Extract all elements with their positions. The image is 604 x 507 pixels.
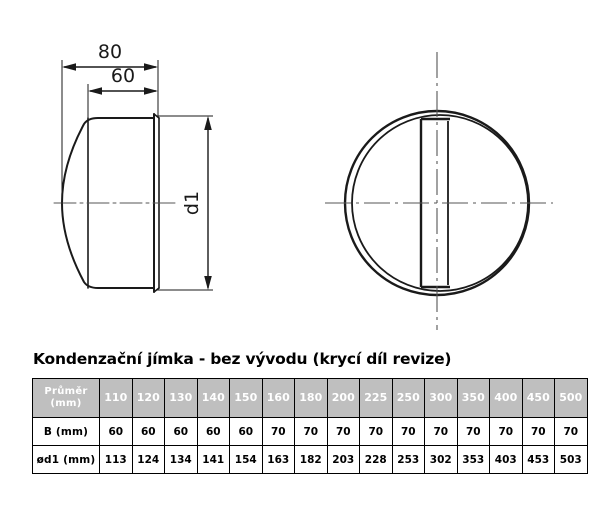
cell-b-8: 70 bbox=[359, 417, 393, 446]
cell-b-13: 70 bbox=[521, 417, 555, 446]
cell-d1-11: 353 bbox=[456, 445, 490, 474]
dimension-d1-label: d1 bbox=[181, 191, 203, 215]
cell-d1-2: 134 bbox=[164, 445, 198, 474]
corner-header-line2: (mm) bbox=[50, 398, 82, 409]
dimension-60-label: 60 bbox=[111, 65, 135, 87]
technical-drawing: 80 60 d1 bbox=[53, 41, 553, 330]
dimension-80-label: 80 bbox=[98, 41, 122, 63]
cell-d1-13: 453 bbox=[521, 445, 555, 474]
arrow-60-left bbox=[88, 87, 102, 95]
cell-d1-0: 113 bbox=[99, 445, 133, 474]
cell-b-3: 60 bbox=[196, 417, 230, 446]
cell-d1-10: 302 bbox=[424, 445, 458, 474]
cell-d1-1: 124 bbox=[131, 445, 165, 474]
arrow-d1-top bbox=[204, 116, 212, 130]
cell-b-2: 60 bbox=[164, 417, 198, 446]
col-header-110: 110 bbox=[99, 378, 133, 418]
cell-d1-5: 163 bbox=[261, 445, 295, 474]
cell-d1-3: 141 bbox=[196, 445, 230, 474]
table-corner-header: Průměr (mm) bbox=[32, 378, 100, 418]
cell-b-0: 60 bbox=[99, 417, 133, 446]
cell-b-14: 70 bbox=[554, 417, 588, 446]
cell-b-5: 70 bbox=[261, 417, 295, 446]
cell-d1-12: 403 bbox=[489, 445, 523, 474]
col-header-200: 200 bbox=[326, 378, 360, 418]
cell-b-11: 70 bbox=[456, 417, 490, 446]
table-row-d1: ød1 (mm) 113 124 134 141 154 163 182 203… bbox=[32, 445, 588, 474]
cell-b-1: 60 bbox=[131, 417, 165, 446]
col-header-150: 150 bbox=[229, 378, 263, 418]
cell-d1-6: 182 bbox=[294, 445, 328, 474]
cell-d1-4: 154 bbox=[229, 445, 263, 474]
cell-b-10: 70 bbox=[424, 417, 458, 446]
col-header-225: 225 bbox=[359, 378, 393, 418]
cell-d1-7: 203 bbox=[326, 445, 360, 474]
col-header-500: 500 bbox=[554, 378, 588, 418]
cell-b-6: 70 bbox=[294, 417, 328, 446]
cell-d1-8: 228 bbox=[359, 445, 393, 474]
col-header-250: 250 bbox=[391, 378, 425, 418]
specification-table: Průměr (mm) 110 120 130 140 150 160 180 … bbox=[32, 378, 588, 474]
table-header-row: Průměr (mm) 110 120 130 140 150 160 180 … bbox=[32, 378, 588, 418]
cell-b-9: 70 bbox=[391, 417, 425, 446]
cell-d1-9: 253 bbox=[391, 445, 425, 474]
col-header-180: 180 bbox=[294, 378, 328, 418]
row-label-d1: ød1 (mm) bbox=[32, 445, 100, 474]
col-header-120: 120 bbox=[131, 378, 165, 418]
cell-b-7: 70 bbox=[326, 417, 360, 446]
arrow-80-left bbox=[62, 63, 76, 71]
col-header-350: 350 bbox=[456, 378, 490, 418]
col-header-140: 140 bbox=[196, 378, 230, 418]
col-header-300: 300 bbox=[424, 378, 458, 418]
cell-b-12: 70 bbox=[489, 417, 523, 446]
arrow-60-right bbox=[144, 87, 158, 95]
cell-b-4: 60 bbox=[229, 417, 263, 446]
page-title: Kondenzační jímka - bez vývodu (krycí dí… bbox=[33, 350, 452, 368]
arrow-80-right bbox=[144, 63, 158, 71]
col-header-130: 130 bbox=[164, 378, 198, 418]
corner-header-line1: Průměr bbox=[44, 386, 88, 397]
arrow-d1-bottom bbox=[204, 276, 212, 290]
col-header-400: 400 bbox=[489, 378, 523, 418]
col-header-160: 160 bbox=[261, 378, 295, 418]
cell-d1-14: 503 bbox=[554, 445, 588, 474]
row-label-b: B (mm) bbox=[32, 417, 100, 446]
table-row-b: B (mm) 60 60 60 60 60 70 70 70 70 70 70 … bbox=[32, 417, 588, 446]
col-header-450: 450 bbox=[521, 378, 555, 418]
